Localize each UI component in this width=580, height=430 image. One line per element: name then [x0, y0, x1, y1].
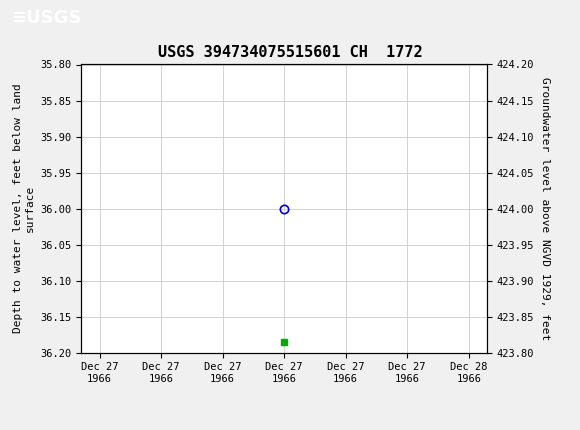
Y-axis label: Groundwater level above NGVD 1929, feet: Groundwater level above NGVD 1929, feet	[540, 77, 550, 340]
Text: USGS 394734075515601 CH  1772: USGS 394734075515601 CH 1772	[158, 45, 422, 60]
Y-axis label: Depth to water level, feet below land
surface: Depth to water level, feet below land su…	[13, 84, 35, 333]
Text: ≡USGS: ≡USGS	[12, 9, 82, 27]
